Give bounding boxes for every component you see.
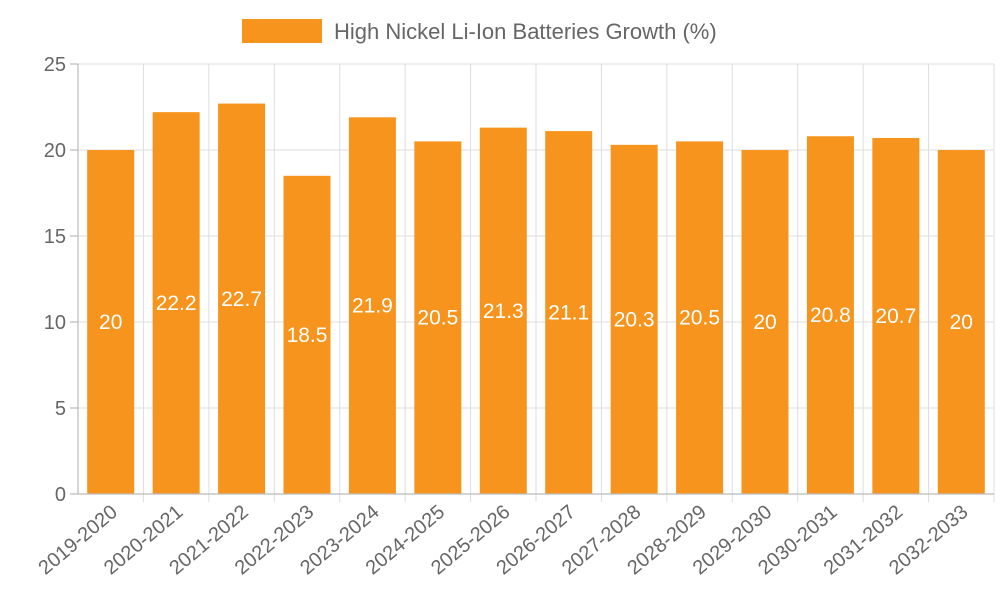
bar-value-label: 20.5 (679, 307, 720, 330)
bar (348, 117, 396, 494)
y-tick-label: 15 (44, 226, 66, 248)
bar-value-label: 22.7 (221, 288, 262, 311)
y-axis-ticks: 0 5 10 15 20 25 (44, 54, 78, 506)
y-tick-label: 0 (55, 484, 66, 506)
bar (87, 150, 135, 494)
bar (152, 112, 200, 494)
x-axis-ticks: 2019-20202020-20212021-20222022-20232023… (35, 501, 973, 579)
bar (610, 144, 658, 494)
bar-value-label: 20 (99, 311, 122, 334)
chart-legend: High Nickel Li-Ion Batteries Growth (%) (242, 19, 717, 44)
bar (218, 103, 266, 494)
bar (676, 141, 724, 494)
bar (741, 150, 789, 494)
bars (87, 103, 985, 495)
bar-value-label: 21.1 (548, 302, 589, 325)
bar-value-label: 21.3 (483, 300, 524, 323)
legend-swatch (242, 19, 322, 43)
y-tick-label: 10 (44, 312, 66, 334)
bar-value-label: 20.8 (810, 304, 851, 327)
bar-value-label: 18.5 (287, 324, 328, 347)
bar-value-label: 20.5 (417, 307, 458, 330)
data-labels: 20 22.2 22.7 18.5 21.9 20.5 21.3 21.1 20.3 20.5 20… (99, 288, 973, 347)
bar (283, 175, 331, 495)
bar (414, 141, 462, 494)
bar-value-label: 20.3 (614, 308, 655, 331)
legend-label: High Nickel Li-Ion Batteries Growth (%) (334, 19, 717, 44)
y-tick-label: 20 (44, 140, 66, 162)
bar (872, 137, 920, 494)
grid-lines (78, 63, 995, 502)
bar-value-label: 20 (753, 311, 776, 334)
bar-value-label: 21.9 (352, 295, 393, 318)
y-tick-label: 5 (55, 398, 66, 420)
bar (937, 150, 985, 494)
bar (479, 127, 527, 494)
bar (545, 131, 593, 494)
bar (806, 136, 854, 495)
bar-value-label: 20.7 (875, 305, 916, 328)
y-tick-label: 25 (44, 54, 66, 76)
bar-value-label: 20 (950, 311, 973, 334)
bar-value-label: 22.2 (156, 292, 197, 315)
